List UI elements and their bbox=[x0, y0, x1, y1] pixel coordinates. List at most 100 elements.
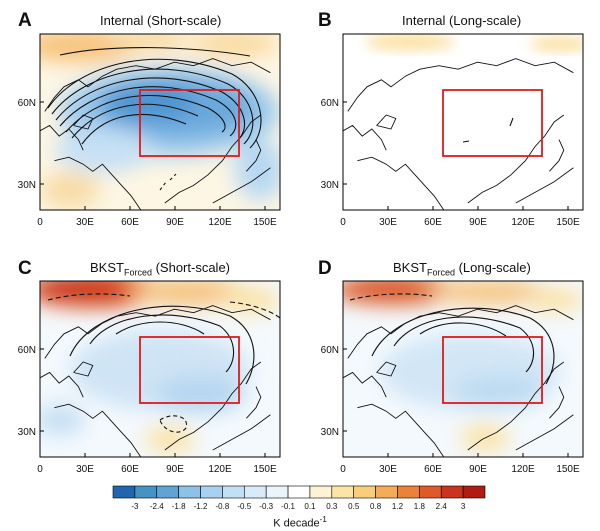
coastline-d-5 bbox=[515, 414, 574, 451]
coastline-b-0 bbox=[347, 58, 574, 112]
panel-letter-c: C bbox=[18, 258, 32, 279]
coastline-b-2 bbox=[357, 156, 445, 211]
coastline-a-3 bbox=[164, 114, 262, 204]
colorbar-tick-label-15: 3 bbox=[461, 502, 466, 511]
panel-letter-d: D bbox=[318, 258, 332, 279]
lon-label-b-0: 0 bbox=[340, 217, 346, 228]
colorbar-swatch-15 bbox=[440, 485, 464, 499]
shading-d bbox=[343, 281, 583, 452]
colorbar-swatch-4 bbox=[200, 485, 223, 499]
panel-title-d-suffix: (Long-scale) bbox=[454, 260, 531, 275]
coastline-a-1 bbox=[39, 124, 84, 151]
lat-label-b-0: 60N bbox=[321, 98, 339, 109]
colorbar-swatch-3 bbox=[178, 485, 201, 499]
frame-b bbox=[342, 33, 584, 211]
coastline-d-6 bbox=[376, 361, 397, 377]
lon-label-b-3: 90E bbox=[469, 217, 487, 228]
region-box-d bbox=[442, 336, 543, 404]
coastline-d-4 bbox=[549, 386, 565, 419]
colorbar-swatch-6 bbox=[243, 485, 267, 499]
coastline-a-6 bbox=[73, 114, 94, 130]
lat-label-d-0: 60N bbox=[321, 345, 339, 356]
lon-label-c-4: 120E bbox=[208, 464, 232, 475]
lon-label-a-5: 150E bbox=[253, 217, 277, 228]
colorbar-swatch-11 bbox=[353, 485, 376, 499]
shading-c bbox=[40, 281, 280, 454]
lon-label-d-3: 90E bbox=[469, 464, 487, 475]
colorbar-label-text: K decade bbox=[273, 517, 320, 530]
frame-d bbox=[342, 280, 584, 458]
lon-label-c-0: 0 bbox=[37, 464, 43, 475]
lon-label-b-4: 120E bbox=[511, 217, 535, 228]
colorbar-tick-label-0: -3 bbox=[131, 502, 139, 511]
coastline-d-3 bbox=[467, 361, 565, 451]
lon-label-c-5: 150E bbox=[253, 464, 277, 475]
colorbar-tick-label-12: 1.2 bbox=[392, 502, 404, 511]
coastline-a-0 bbox=[44, 58, 271, 112]
lon-label-a-0: 0 bbox=[37, 217, 43, 228]
panel-title-c-main: BKST bbox=[90, 260, 124, 275]
colorbar-swatch-10 bbox=[331, 485, 355, 499]
lat-label-c-0: 60N bbox=[18, 345, 36, 356]
map-panel-d bbox=[343, 281, 583, 457]
shading-b bbox=[365, 34, 583, 52]
coastline-b-1 bbox=[342, 124, 387, 151]
colorbar-label: K decade-1 bbox=[0, 515, 600, 530]
panel-title-c: BKSTForced (Short-scale) bbox=[90, 260, 230, 278]
colorbar-tick-label-4: -0.8 bbox=[216, 502, 230, 511]
colorbar-tick-label-9: 0.3 bbox=[326, 502, 338, 511]
colorbar-label-sup: -1 bbox=[319, 515, 327, 524]
panel-title-d: BKSTForced (Long-scale) bbox=[393, 260, 531, 278]
colorbar-tick-label-14: 2.4 bbox=[436, 502, 448, 511]
contours-c bbox=[47, 293, 280, 433]
colorbar-swatch-7 bbox=[265, 485, 289, 499]
coastline-b-6 bbox=[376, 114, 397, 130]
colorbar-swatch-1 bbox=[134, 485, 158, 499]
coastline-c-6 bbox=[73, 361, 94, 377]
panel-letter-b: B bbox=[318, 10, 332, 31]
lon-label-d-1: 30E bbox=[379, 464, 397, 475]
lon-label-a-3: 90E bbox=[166, 217, 184, 228]
contours-d bbox=[349, 293, 555, 385]
colorbar-swatch-9 bbox=[309, 485, 333, 499]
panel-title-d-sub: Forced bbox=[426, 267, 455, 278]
lon-label-a-4: 120E bbox=[208, 217, 232, 228]
colorbar: -3 -2.4 -1.8 -1.2 -0.8 -0.5 -0.3 -0.1 0.1 0.3 0.5 0… bbox=[112, 485, 486, 511]
lon-label-d-5: 150E bbox=[556, 464, 580, 475]
lon-label-d-2: 60E bbox=[424, 464, 442, 475]
coastline-b-5 bbox=[515, 167, 574, 204]
panel-title-d-main: BKST bbox=[393, 260, 427, 275]
colorbar-tick-label-8: 0.1 bbox=[304, 502, 316, 511]
contours-b bbox=[462, 117, 514, 143]
panel-title-c-sub: Forced bbox=[123, 267, 152, 278]
lon-label-c-1: 30E bbox=[76, 464, 94, 475]
coastline-b-4 bbox=[549, 139, 565, 172]
axis-ticks-layer: 0 30E 60E 90E 120E 150E 60N 30N 0 30E 60E 90E 120E 15… bbox=[18, 98, 580, 475]
lon-label-b-2: 60E bbox=[424, 217, 442, 228]
coastline-a-5 bbox=[212, 167, 271, 204]
lat-label-a-0: 60N bbox=[18, 98, 36, 109]
colorbar-tick-label-1: -2.4 bbox=[150, 502, 164, 511]
lon-label-b-5: 150E bbox=[556, 217, 580, 228]
colorbar-swatch-16 bbox=[462, 485, 486, 499]
lat-label-c-1: 30N bbox=[18, 427, 36, 438]
colorbar-tick-label-6: -0.3 bbox=[259, 502, 273, 511]
region-boxes-layer bbox=[139, 89, 543, 404]
coastlines-layer bbox=[39, 58, 574, 458]
lon-label-a-1: 30E bbox=[76, 217, 94, 228]
frame-a bbox=[39, 33, 281, 211]
region-box-b bbox=[442, 89, 543, 157]
coastline-a-4 bbox=[246, 139, 262, 172]
panel-title-b: Internal (Long-scale) bbox=[402, 13, 522, 28]
lat-label-a-1: 30N bbox=[18, 180, 36, 191]
colorbar-tick-label-11: 0.8 bbox=[370, 502, 382, 511]
lon-label-c-2: 60E bbox=[121, 464, 139, 475]
coastline-c-4 bbox=[246, 386, 262, 419]
colorbar-tick-label-10: 0.5 bbox=[348, 502, 360, 511]
colorbar-tick-label-13: 1.8 bbox=[414, 502, 426, 511]
map-panel-c bbox=[40, 281, 280, 457]
lon-label-b-1: 30E bbox=[379, 217, 397, 228]
colorbar-tick-label-3: -1.2 bbox=[194, 502, 208, 511]
lon-label-c-3: 90E bbox=[166, 464, 184, 475]
lon-label-a-2: 60E bbox=[121, 217, 139, 228]
